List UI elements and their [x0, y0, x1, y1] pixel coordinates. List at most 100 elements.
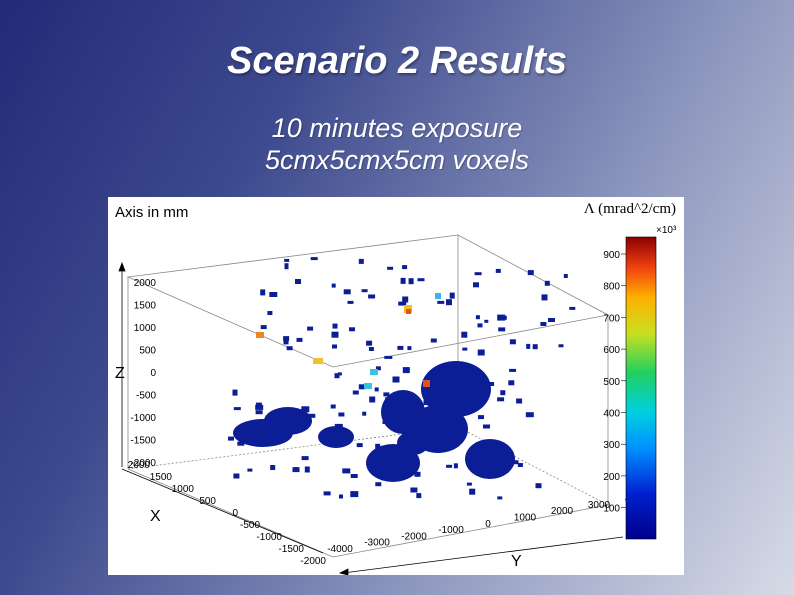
x-tick-label: 500	[199, 496, 216, 507]
voxel	[410, 410, 416, 416]
voxel	[270, 465, 276, 470]
voxel	[541, 294, 548, 301]
x-tick-label: -1000	[256, 532, 282, 543]
voxel	[361, 289, 368, 293]
voxel	[260, 289, 266, 296]
z-tick-label: -1000	[130, 413, 156, 424]
voxel	[255, 410, 263, 415]
voxel	[356, 443, 363, 448]
z-tick-label: 1000	[134, 323, 157, 334]
voxel	[497, 397, 505, 402]
voxel	[392, 376, 400, 383]
axis-units-label: Axis in mm	[115, 204, 189, 221]
voxel	[525, 412, 534, 418]
voxel	[338, 412, 345, 417]
voxel	[237, 441, 245, 446]
voxel	[497, 496, 503, 500]
z-tick-labels: 2000 1500 1000 500 0 -500 -1000 -1500 -2000	[130, 278, 156, 469]
voxel	[516, 398, 523, 404]
voxel	[323, 491, 331, 496]
cluster-center-left	[318, 426, 354, 448]
voxel	[369, 396, 376, 403]
voxel	[343, 289, 351, 295]
axis-arrows	[118, 261, 624, 575]
voxel	[256, 420, 263, 424]
voxel	[500, 390, 506, 396]
voxel	[233, 407, 241, 411]
voxel	[397, 345, 404, 350]
voxel	[366, 340, 373, 346]
x-tick-label: -2000	[300, 556, 326, 567]
voxel	[398, 301, 407, 306]
colorbar-tick-label: 800	[603, 282, 620, 293]
voxel	[304, 466, 310, 473]
voxel	[423, 400, 429, 406]
voxel	[462, 347, 468, 351]
voxel	[352, 390, 359, 395]
voxel	[307, 413, 316, 418]
voxel	[526, 343, 531, 349]
voxel	[232, 389, 238, 396]
voxel	[385, 397, 392, 403]
voxel	[295, 279, 301, 284]
voxel	[375, 443, 381, 449]
voxel	[384, 355, 393, 359]
voxel	[301, 406, 310, 413]
voxel	[233, 473, 240, 479]
voxel	[284, 258, 290, 262]
voxel	[473, 396, 480, 402]
voxel	[275, 423, 280, 427]
voxel	[368, 347, 374, 351]
voxel	[509, 368, 517, 372]
voxel	[510, 460, 519, 465]
voxel	[350, 491, 359, 498]
colorbar-gradient	[625, 236, 657, 540]
x-tick-label: 1000	[172, 484, 195, 495]
voxel	[347, 300, 354, 304]
hot-voxel	[364, 383, 372, 389]
voxel	[228, 436, 234, 441]
voxel	[462, 372, 470, 378]
voxel	[331, 331, 339, 338]
voxel	[558, 344, 564, 348]
voxel	[374, 387, 379, 392]
voxel	[387, 266, 394, 270]
colorbar: 900 800 700 600 500 400 300 200 100 ×10³	[603, 225, 677, 540]
voxel	[453, 463, 458, 469]
colorbar-tick-label: 200	[603, 472, 620, 483]
y-tick-label: 1000	[514, 513, 537, 524]
colorbar-tick-label: 300	[603, 440, 620, 451]
y-tick-label: 2000	[551, 506, 574, 517]
colorbar-tick-label: 100	[603, 504, 620, 515]
x-tick-label: -500	[240, 520, 260, 531]
voxel	[446, 299, 452, 306]
voxel	[267, 429, 274, 435]
voxel	[334, 423, 343, 429]
voxel	[330, 404, 336, 409]
voxel	[508, 380, 515, 386]
voxel	[540, 322, 547, 326]
voxel	[257, 441, 263, 446]
subtitle-exposure: 10 minutes exposure	[271, 113, 523, 143]
voxel	[269, 292, 278, 297]
voxel	[362, 411, 367, 416]
voxel	[483, 424, 490, 429]
voxel	[382, 421, 389, 424]
colorbar-ticks: 900 800 700 600 500 400 300 200 100	[603, 250, 626, 515]
voxel	[475, 315, 480, 320]
colorbar-tick-label: 900	[603, 250, 620, 261]
voxel	[416, 493, 422, 499]
hot-voxel	[406, 309, 411, 314]
voxel	[527, 270, 534, 276]
voxel	[310, 257, 318, 261]
z-axis-letter: Z	[115, 365, 125, 382]
voxel	[532, 344, 538, 350]
voxel	[284, 263, 289, 270]
voxel	[569, 306, 576, 310]
subtitle-voxels: 5cmx5cmx5cm voxels	[264, 145, 530, 175]
voxel	[350, 474, 358, 478]
voxel	[255, 404, 264, 410]
cluster-right-lower	[465, 439, 515, 479]
voxel	[495, 268, 501, 273]
voxel	[260, 325, 267, 330]
